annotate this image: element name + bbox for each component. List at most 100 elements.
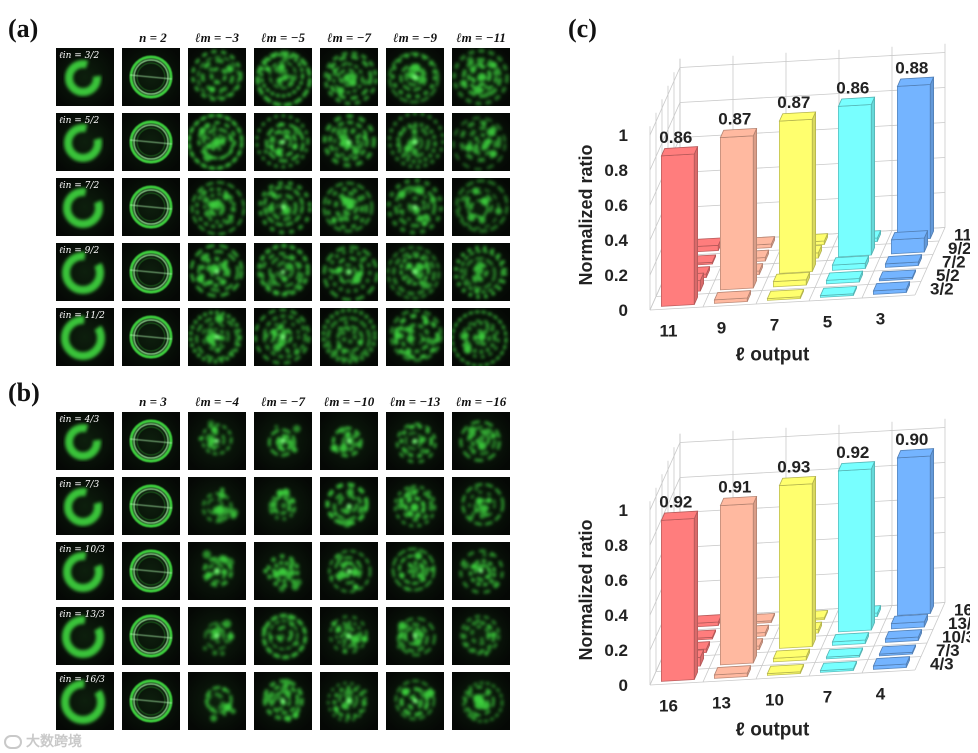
hologram-image [122,542,180,600]
y-tick-label: 0.8 [604,536,628,555]
output-mode-image [254,412,312,470]
input-beam-image: ℓin = 4/3 [56,412,114,470]
hologram-image [122,308,180,366]
x-tick-label: 5 [823,313,832,332]
z-tick-label: 11/2 [954,225,970,244]
row-label: ℓin = 7/3 [59,480,100,490]
bar-crosstalk [831,632,870,646]
output-mode-image [320,542,378,600]
output-mode-image [386,412,444,470]
hologram-image [122,412,180,470]
y-axis-label: Normalized ratio [576,144,596,285]
bar-diagonal [778,475,817,649]
x-tick-label: 7 [770,316,779,335]
bar-diagonal [896,76,935,241]
hologram-image [122,178,180,236]
bar-crosstalk [713,290,752,304]
output-mode-image [386,48,444,106]
bar-crosstalk [831,255,870,271]
watermark-text: 大数跨境 [26,734,82,750]
value-label: 0.91 [718,478,751,497]
row-label: ℓin = 16/3 [59,675,105,685]
y-tick-label: 0 [619,676,628,695]
output-mode-image [188,672,246,730]
y-tick-label: 0.6 [604,571,628,590]
bar-crosstalk [872,281,911,295]
row-label: ℓin = 13/3 [59,610,105,620]
output-mode-image [188,48,246,106]
x-tick-label: 3 [876,310,885,329]
input-beam-image: ℓin = 11/2 [56,308,114,366]
bar-crosstalk [825,270,864,285]
bar-diagonal [660,146,699,307]
output-mode-image [254,113,312,171]
col-header-b-5: ℓm = −16 [455,394,507,409]
output-mode-image [320,412,378,470]
output-mode-image [320,178,378,236]
bar-crosstalk [819,660,858,673]
x-tick-label: 9 [717,319,726,338]
x-tick-label: 7 [823,688,832,707]
y-tick-label: 0.2 [604,641,628,660]
output-mode-image [386,607,444,665]
output-mode-image [188,243,246,301]
bar-crosstalk [713,665,752,679]
row-label: ℓin = 4/3 [59,415,100,425]
output-mode-image [188,477,246,535]
z-tick-label: 16/3 [954,600,970,619]
n-label-b: n = 3 [139,394,167,409]
y-tick-label: 0.4 [604,606,628,625]
value-label: 0.93 [777,458,810,477]
bar-crosstalk [819,285,858,298]
output-mode-image [452,412,510,470]
output-mode-image [386,243,444,301]
output-mode-image [254,542,312,600]
output-mode-image [386,308,444,366]
value-label: 0.87 [777,93,810,112]
panel-label-b: (b) [8,378,40,407]
hologram-image [122,477,180,535]
output-mode-image [320,48,378,106]
output-mode-image [386,113,444,171]
z-tick-label: 7/3 [936,641,960,660]
input-beam-image: ℓin = 9/2 [56,243,114,301]
bar-diagonal [660,510,699,682]
output-mode-image [254,308,312,366]
input-beam-image: ℓin = 3/2 [56,48,114,106]
col-header-a-4: ℓm = −9 [393,30,437,45]
output-mode-image [188,542,246,600]
n-label-a: n = 2 [139,30,167,45]
col-header-b-4: ℓm = −13 [389,394,441,409]
bar-crosstalk [766,663,805,676]
value-label: 0.87 [718,110,751,129]
hologram-image [122,672,180,730]
bar-crosstalk [766,288,805,301]
value-label: 0.92 [659,492,692,511]
bar-crosstalk [825,647,864,660]
input-beam-image: ℓin = 5/2 [56,113,114,171]
output-mode-image [320,672,378,730]
x-tick-label: 16 [659,697,678,716]
input-beam-image: ℓin = 16/3 [56,672,114,730]
col-header-a-1: ℓm = −3 [195,30,239,45]
z-tick-label: 10/3 [942,627,970,646]
input-beam-image: ℓin = 7/2 [56,178,114,236]
x-axis-label: ℓ output [736,345,810,366]
bar-crosstalk [884,254,923,268]
col-header-b-3: ℓm = −10 [323,394,375,409]
z-tick-label: 13/3 [948,614,970,633]
output-mode-image [320,607,378,665]
bar-chart-3d-top: 0 0.2 0.4 0.6 0.8 1 Normalized ratio 0.88 0.86 0.… [576,43,970,366]
col-header-b-1: ℓm = −4 [195,394,239,409]
row-label: ℓin = 10/3 [59,545,105,555]
bar-crosstalk [772,648,811,663]
col-header-b-2: ℓm = −7 [261,394,305,409]
value-label: 0.88 [895,58,928,77]
output-mode-image [188,607,246,665]
row-label: ℓin = 3/2 [59,51,100,61]
x-tick-label: 4 [876,685,886,704]
output-mode-image [452,477,510,535]
z-tick-label: 7/2 [942,252,966,271]
output-mode-image [386,477,444,535]
panel-label-c: (c) [568,14,597,43]
